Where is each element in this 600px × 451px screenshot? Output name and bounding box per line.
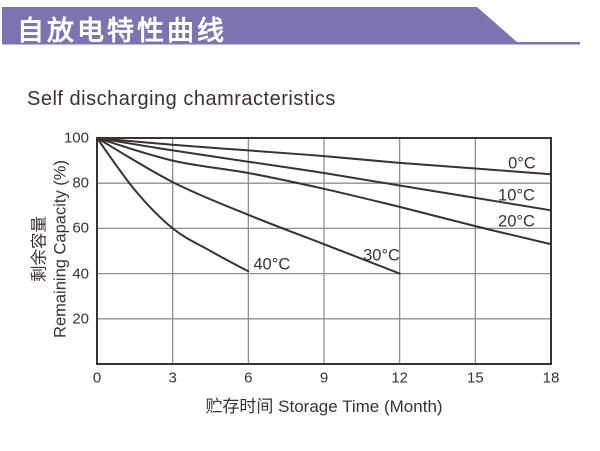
curve-label-30c: 30°C [363,246,400,265]
curve-label-20c: 20°C [498,212,535,231]
y-tick-label-60: 60 [72,219,89,237]
x-tick-label-18: 18 [542,369,560,387]
curve-0c [96,137,552,176]
curve-label-10c: 10°C [498,186,535,205]
curve-30c [96,137,401,275]
plot-border [96,137,552,365]
x-tick-label-3: 3 [168,369,177,387]
chart-title: Self discharging chamracteristics [27,88,336,110]
y-tick-label-100: 100 [63,129,89,147]
curve-label-40c: 40°C [253,255,291,274]
x-axis-title: 贮存时间 Storage Time (Month) [205,397,443,416]
x-tick-label-12: 12 [391,369,408,387]
x-tick-label-9: 9 [319,369,329,387]
x-tick-label-15: 15 [466,369,484,387]
header-banner [2,7,580,45]
x-tick-label-6: 6 [244,369,253,387]
x-tick-label-0: 0 [92,369,102,387]
curve-10c [96,137,552,212]
curve-40c [96,137,250,273]
page-title: 自放电特性曲线 [17,16,227,46]
y-tick-label-20: 20 [72,310,89,328]
y-tick-label-40: 40 [72,265,89,283]
curve-label-0c: 0°C [508,154,536,173]
curve-20c [96,137,552,246]
y-tick-label-80: 80 [72,174,89,192]
